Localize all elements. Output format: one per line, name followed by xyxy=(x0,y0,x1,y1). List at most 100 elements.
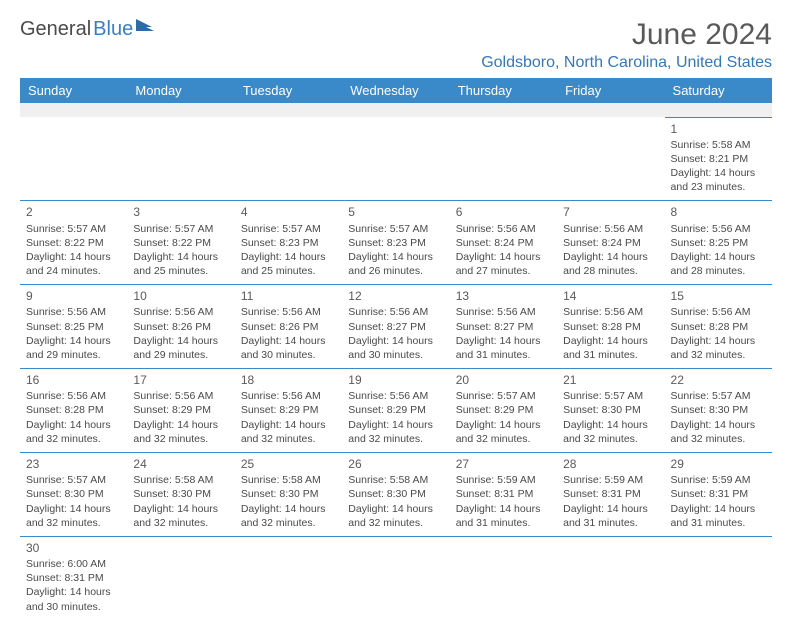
weekday-header: Friday xyxy=(557,78,664,103)
sunset-line: Sunset: 8:27 PM xyxy=(348,320,443,334)
day-number: 15 xyxy=(671,288,766,304)
sunrise-line: Sunrise: 5:56 AM xyxy=(671,305,766,319)
calendar-row: 30Sunrise: 6:00 AMSunset: 8:31 PMDayligh… xyxy=(20,536,772,619)
sunset-line: Sunset: 8:31 PM xyxy=(26,571,121,585)
day-number: 5 xyxy=(348,204,443,220)
daylight-line: Daylight: 14 hours and 25 minutes. xyxy=(133,250,228,278)
calendar-cell: 14Sunrise: 5:56 AMSunset: 8:28 PMDayligh… xyxy=(557,285,664,369)
daylight-line: Daylight: 14 hours and 30 minutes. xyxy=(241,334,336,362)
day-number: 13 xyxy=(456,288,551,304)
sunset-line: Sunset: 8:21 PM xyxy=(671,152,766,166)
month-title: June 2024 xyxy=(481,18,772,52)
weekday-header: Monday xyxy=(127,78,234,103)
calendar-cell: 13Sunrise: 5:56 AMSunset: 8:27 PMDayligh… xyxy=(450,285,557,369)
calendar-cell: 21Sunrise: 5:57 AMSunset: 8:30 PMDayligh… xyxy=(557,369,664,453)
day-number: 18 xyxy=(241,372,336,388)
weekday-header-row: Sunday Monday Tuesday Wednesday Thursday… xyxy=(20,78,772,103)
calendar-cell xyxy=(450,117,557,201)
calendar-cell: 20Sunrise: 5:57 AMSunset: 8:29 PMDayligh… xyxy=(450,369,557,453)
sunrise-line: Sunrise: 5:56 AM xyxy=(456,305,551,319)
blank-row xyxy=(20,103,772,117)
sunrise-line: Sunrise: 5:58 AM xyxy=(671,138,766,152)
sunrise-line: Sunrise: 5:59 AM xyxy=(671,473,766,487)
calendar-cell: 30Sunrise: 6:00 AMSunset: 8:31 PMDayligh… xyxy=(20,536,127,619)
daylight-line: Daylight: 14 hours and 30 minutes. xyxy=(26,585,121,613)
daylight-line: Daylight: 14 hours and 28 minutes. xyxy=(671,250,766,278)
calendar-cell: 18Sunrise: 5:56 AMSunset: 8:29 PMDayligh… xyxy=(235,369,342,453)
sunset-line: Sunset: 8:30 PM xyxy=(671,403,766,417)
location: Goldsboro, North Carolina, United States xyxy=(481,54,772,72)
day-number: 24 xyxy=(133,456,228,472)
sunset-line: Sunset: 8:25 PM xyxy=(671,236,766,250)
calendar-cell xyxy=(342,117,449,201)
day-number: 6 xyxy=(456,204,551,220)
sunrise-line: Sunrise: 5:57 AM xyxy=(26,473,121,487)
daylight-line: Daylight: 14 hours and 32 minutes. xyxy=(671,334,766,362)
calendar-cell: 7Sunrise: 5:56 AMSunset: 8:24 PMDaylight… xyxy=(557,201,664,285)
calendar-cell: 2Sunrise: 5:57 AMSunset: 8:22 PMDaylight… xyxy=(20,201,127,285)
weekday-header: Saturday xyxy=(665,78,772,103)
sunset-line: Sunset: 8:23 PM xyxy=(348,236,443,250)
daylight-line: Daylight: 14 hours and 31 minutes. xyxy=(563,502,658,530)
sunrise-line: Sunrise: 5:56 AM xyxy=(26,389,121,403)
calendar-table: Sunday Monday Tuesday Wednesday Thursday… xyxy=(20,78,772,620)
sunset-line: Sunset: 8:29 PM xyxy=(348,403,443,417)
calendar-row: 23Sunrise: 5:57 AMSunset: 8:30 PMDayligh… xyxy=(20,453,772,537)
calendar-cell: 12Sunrise: 5:56 AMSunset: 8:27 PMDayligh… xyxy=(342,285,449,369)
day-number: 1 xyxy=(671,121,766,137)
calendar-cell: 10Sunrise: 5:56 AMSunset: 8:26 PMDayligh… xyxy=(127,285,234,369)
daylight-line: Daylight: 14 hours and 32 minutes. xyxy=(241,502,336,530)
sunset-line: Sunset: 8:26 PM xyxy=(133,320,228,334)
sunset-line: Sunset: 8:22 PM xyxy=(133,236,228,250)
daylight-line: Daylight: 14 hours and 31 minutes. xyxy=(563,334,658,362)
calendar-cell: 16Sunrise: 5:56 AMSunset: 8:28 PMDayligh… xyxy=(20,369,127,453)
sunrise-line: Sunrise: 5:56 AM xyxy=(563,222,658,236)
day-number: 28 xyxy=(563,456,658,472)
daylight-line: Daylight: 14 hours and 31 minutes. xyxy=(456,502,551,530)
daylight-line: Daylight: 14 hours and 25 minutes. xyxy=(241,250,336,278)
logo-word1: General xyxy=(20,18,91,41)
daylight-line: Daylight: 14 hours and 30 minutes. xyxy=(348,334,443,362)
sunrise-line: Sunrise: 5:56 AM xyxy=(563,305,658,319)
calendar-cell: 15Sunrise: 5:56 AMSunset: 8:28 PMDayligh… xyxy=(665,285,772,369)
sunset-line: Sunset: 8:24 PM xyxy=(563,236,658,250)
sunrise-line: Sunrise: 5:58 AM xyxy=(133,473,228,487)
day-number: 11 xyxy=(241,288,336,304)
sunset-line: Sunset: 8:30 PM xyxy=(348,487,443,501)
sunrise-line: Sunrise: 5:57 AM xyxy=(133,222,228,236)
sunrise-line: Sunrise: 5:57 AM xyxy=(456,389,551,403)
calendar-cell: 26Sunrise: 5:58 AMSunset: 8:30 PMDayligh… xyxy=(342,453,449,537)
calendar-cell xyxy=(20,117,127,201)
sunset-line: Sunset: 8:23 PM xyxy=(241,236,336,250)
sunrise-line: Sunrise: 5:58 AM xyxy=(348,473,443,487)
sunset-line: Sunset: 8:31 PM xyxy=(671,487,766,501)
daylight-line: Daylight: 14 hours and 32 minutes. xyxy=(26,418,121,446)
day-number: 4 xyxy=(241,204,336,220)
calendar-row: 2Sunrise: 5:57 AMSunset: 8:22 PMDaylight… xyxy=(20,201,772,285)
day-number: 17 xyxy=(133,372,228,388)
sunrise-line: Sunrise: 5:56 AM xyxy=(133,305,228,319)
daylight-line: Daylight: 14 hours and 26 minutes. xyxy=(348,250,443,278)
sunset-line: Sunset: 8:30 PM xyxy=(133,487,228,501)
day-number: 25 xyxy=(241,456,336,472)
calendar-body: 1Sunrise: 5:58 AMSunset: 8:21 PMDaylight… xyxy=(20,103,772,620)
day-number: 10 xyxy=(133,288,228,304)
sunset-line: Sunset: 8:29 PM xyxy=(456,403,551,417)
sunrise-line: Sunrise: 6:00 AM xyxy=(26,557,121,571)
calendar-cell xyxy=(127,117,234,201)
weekday-header: Thursday xyxy=(450,78,557,103)
day-number: 14 xyxy=(563,288,658,304)
weekday-header: Tuesday xyxy=(235,78,342,103)
daylight-line: Daylight: 14 hours and 27 minutes. xyxy=(456,250,551,278)
calendar-cell: 19Sunrise: 5:56 AMSunset: 8:29 PMDayligh… xyxy=(342,369,449,453)
calendar-cell xyxy=(342,536,449,619)
sunset-line: Sunset: 8:30 PM xyxy=(26,487,121,501)
sunset-line: Sunset: 8:30 PM xyxy=(241,487,336,501)
sunset-line: Sunset: 8:31 PM xyxy=(563,487,658,501)
sunrise-line: Sunrise: 5:59 AM xyxy=(563,473,658,487)
calendar-cell: 11Sunrise: 5:56 AMSunset: 8:26 PMDayligh… xyxy=(235,285,342,369)
sunset-line: Sunset: 8:28 PM xyxy=(671,320,766,334)
calendar-cell: 1Sunrise: 5:58 AMSunset: 8:21 PMDaylight… xyxy=(665,117,772,201)
sunrise-line: Sunrise: 5:56 AM xyxy=(241,389,336,403)
daylight-line: Daylight: 14 hours and 32 minutes. xyxy=(456,418,551,446)
